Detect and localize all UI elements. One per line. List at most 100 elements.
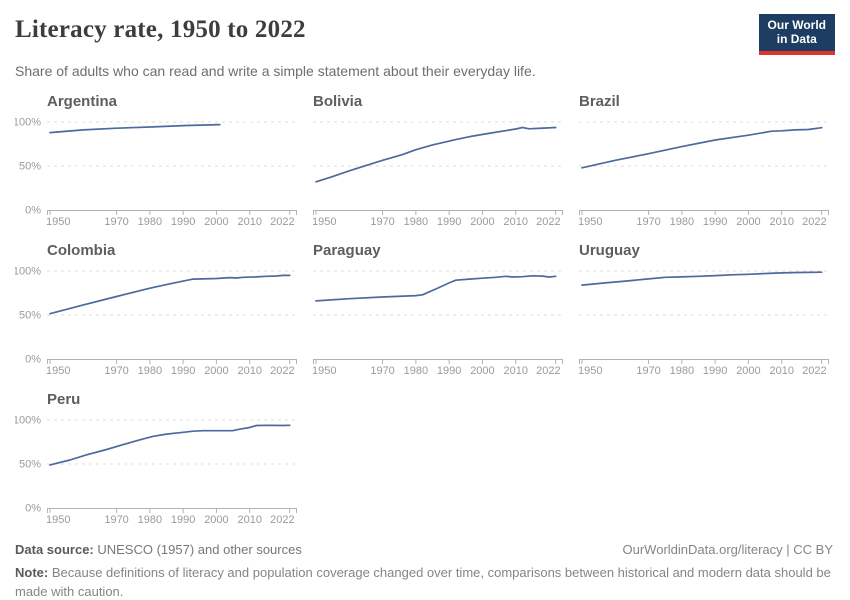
x-tick-label: 2010 [769,216,793,228]
x-tick-label: 1990 [171,514,195,526]
x-tick-label: 1970 [104,365,128,377]
line-chart-bolivia: 1950 1970 1980 1990 2000 2010 2022 [313,121,563,228]
panel-title-brazil: Brazil [579,92,620,110]
x-tick-label: 1980 [138,365,162,377]
footer-note-value: Because definitions of literacy and popu… [15,564,831,600]
x-tick-label: 2010 [503,216,527,228]
x-tick-label: 2022 [536,216,560,228]
y-tick-label: 100% [15,414,41,426]
panel-title-argentina: Argentina [47,92,118,110]
y-tick-label: 0% [25,204,41,216]
x-tick-label: 2000 [470,365,494,377]
x-tick-label: 1950 [579,365,602,377]
chart-panel-argentina: Argentina 1950 1970 1980 1990 2000 2010 2022 100… [15,93,297,228]
x-tick-label: 1970 [104,216,128,228]
chart-footer: Data source: UNESCO (1957) and other sou… [15,542,833,600]
x-tick-label: 1970 [104,514,128,526]
data-line-uruguay [581,270,823,286]
owid-logo[interactable]: Our World in Data [758,14,835,55]
y-tick-label: 50% [19,309,41,321]
x-tick-label: 2022 [802,365,826,377]
data-line-colombia [49,274,291,315]
y-tick-label: 100% [15,116,41,128]
chart-panel-paraguay: Paraguay 1950 1970 1980 1990 2000 2010 2022 [313,242,563,377]
line-chart-brazil: 1950 1970 1980 1990 2000 2010 2022 [579,121,829,228]
x-tick-label: 1970 [636,216,660,228]
x-tick-label: 1990 [171,216,195,228]
chart-subtitle: Share of adults who can read and write a… [15,62,536,79]
x-tick-label: 1950 [46,514,70,526]
y-tick-label: 100% [15,265,41,277]
line-chart-colombia: 1950 1970 1980 1990 2000 2010 2022 100% 50% 0% [15,265,297,377]
x-tick-label: 2000 [204,365,228,377]
x-tick-label: 1980 [670,216,694,228]
chart-panel-peru: Peru 1950 1970 1980 1990 2000 2010 2022 100% 50% 0… [15,391,297,526]
x-tick-label: 2000 [736,365,760,377]
x-tick-label: 2022 [536,365,560,377]
x-tick-label: 2010 [503,365,527,377]
x-tick-label: 1980 [670,365,694,377]
x-tick-label: 2000 [470,216,494,228]
data-line-paraguay [315,274,557,302]
x-tick-label: 1970 [370,365,394,377]
logo-line-1: Our World [767,18,826,32]
data-line-argentina [49,123,221,134]
line-chart-argentina: 1950 1970 1980 1990 2000 2010 2022 100% 50% 0% [15,116,297,228]
logo-line-2: in Data [776,31,817,46]
x-tick-label: 1980 [138,514,162,526]
x-tick-label: 2000 [204,514,228,526]
x-tick-label: 2022 [270,365,294,377]
x-tick-label: 1980 [404,216,428,228]
x-tick-label: 1950 [313,216,336,228]
chart-panel-colombia: Colombia 1950 1970 1980 1990 2000 2010 2022 100%… [15,242,297,377]
x-tick-label: 1950 [46,216,70,228]
x-tick-label: 2000 [204,216,228,228]
x-tick-label: 1990 [437,216,461,228]
y-tick-label: 50% [19,160,41,172]
x-tick-label: 1980 [404,365,428,377]
data-source: Data source: UNESCO (1957) and other sou… [15,542,302,557]
line-chart-uruguay: 1950 1970 1980 1990 2000 2010 2022 [579,270,829,377]
data-source-label: Data source: [15,541,94,557]
y-tick-label: 0% [25,502,41,514]
x-tick-label: 1990 [703,216,727,228]
x-tick-label: 2022 [270,514,294,526]
y-tick-label: 50% [19,458,41,470]
x-tick-label: 1970 [370,216,394,228]
panel-title-uruguay: Uruguay [579,241,640,259]
x-tick-label: 1980 [138,216,162,228]
panel-title-colombia: Colombia [47,241,116,259]
chart-panel-bolivia: Bolivia 1950 1970 1980 1990 2000 2010 2022 [313,93,563,228]
page-title: Literacy rate, 1950 to 2022 [15,16,306,43]
x-tick-label: 1950 [313,365,336,377]
x-tick-label: 2010 [237,365,261,377]
y-tick-label: 0% [25,353,41,365]
x-tick-label: 1950 [579,216,602,228]
panel-title-peru: Peru [47,390,81,408]
x-tick-label: 1990 [703,365,727,377]
data-line-bolivia [315,126,557,183]
chart-header: Literacy rate, 1950 to 2022 Our World in… [15,14,835,79]
x-tick-label: 2010 [237,514,261,526]
x-tick-label: 1970 [636,365,660,377]
footer-note-label: Note: [15,564,49,580]
footer-note: Note: Because definitions of literacy an… [15,563,833,600]
line-chart-paraguay: 1950 1970 1980 1990 2000 2010 2022 [313,270,563,377]
data-source-value: UNESCO (1957) and other sources [93,541,302,557]
panel-title-paraguay: Paraguay [313,241,381,259]
x-tick-label: 2010 [237,216,261,228]
footer-link[interactable]: OurWorldinData.org/literacy | CC BY [622,541,833,557]
chart-panel-brazil: Brazil 1950 1970 1980 1990 2000 2010 2022 [579,93,829,228]
x-tick-label: 1990 [437,365,461,377]
data-line-peru [49,424,291,466]
chart-panel-uruguay: Uruguay 1950 1970 1980 1990 2000 2010 2022 [579,242,829,377]
charts-grid: Argentina 1950 1970 1980 1990 2000 2010 2022 100… [15,93,831,526]
panel-title-bolivia: Bolivia [313,92,363,110]
x-tick-label: 2022 [802,216,826,228]
x-tick-label: 2010 [769,365,793,377]
line-chart-peru: 1950 1970 1980 1990 2000 2010 2022 100% 50% 0% [15,414,297,526]
x-tick-label: 1990 [171,365,195,377]
x-tick-label: 2000 [736,216,760,228]
x-tick-label: 1950 [46,365,70,377]
